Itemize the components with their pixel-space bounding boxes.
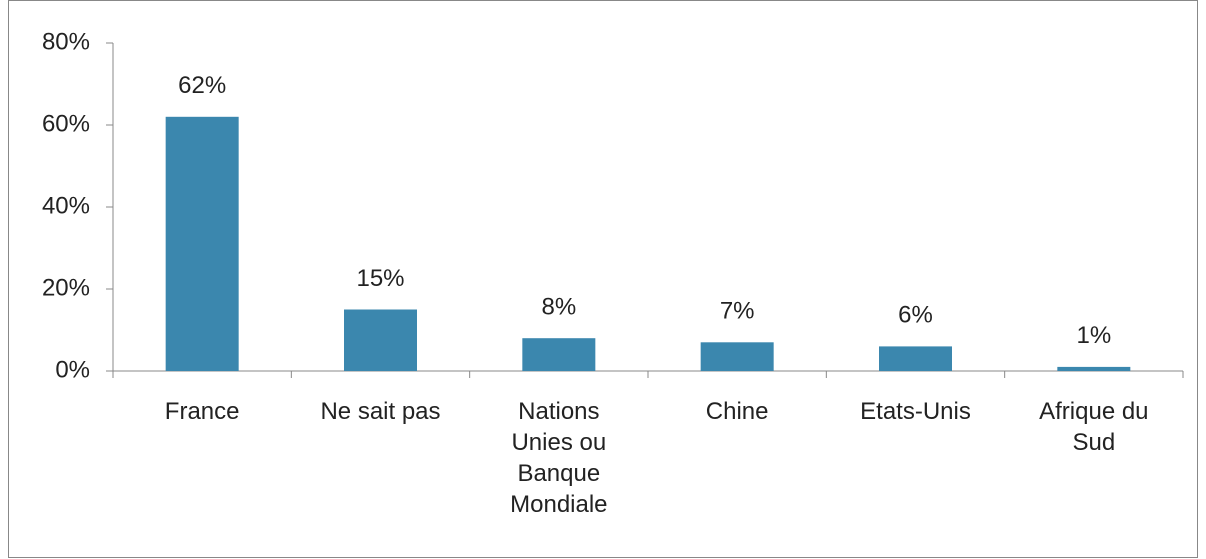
chart-frame	[8, 0, 1198, 558]
bar	[165, 116, 239, 371]
data-label: 62%	[178, 72, 226, 99]
x-tick-label: France	[164, 398, 240, 425]
bar	[1057, 366, 1131, 371]
x-tick-label: Afrique du Sud	[1039, 398, 1149, 456]
data-label: 15%	[356, 265, 404, 292]
bar	[879, 346, 952, 371]
y-tick-label: 0%	[55, 356, 90, 383]
x-tick-label: Etats-Unis	[860, 398, 971, 425]
data-label: 7%	[720, 298, 755, 325]
y-tick-label: 20%	[42, 274, 90, 301]
x-tick-label: Nations Unies ou Banque Mondiale	[510, 398, 608, 518]
data-label: 6%	[898, 302, 933, 329]
data-label: 1%	[1076, 322, 1111, 349]
x-tick-label: Chine	[705, 398, 769, 425]
x-tick-label: Ne sait pas	[320, 398, 441, 425]
data-label: 8%	[541, 294, 576, 321]
bar	[344, 309, 417, 371]
y-tick-label: 40%	[42, 192, 90, 219]
y-tick-label: 80%	[42, 28, 90, 55]
bar	[522, 338, 596, 371]
y-tick-label: 60%	[42, 110, 90, 137]
bar	[700, 342, 774, 371]
